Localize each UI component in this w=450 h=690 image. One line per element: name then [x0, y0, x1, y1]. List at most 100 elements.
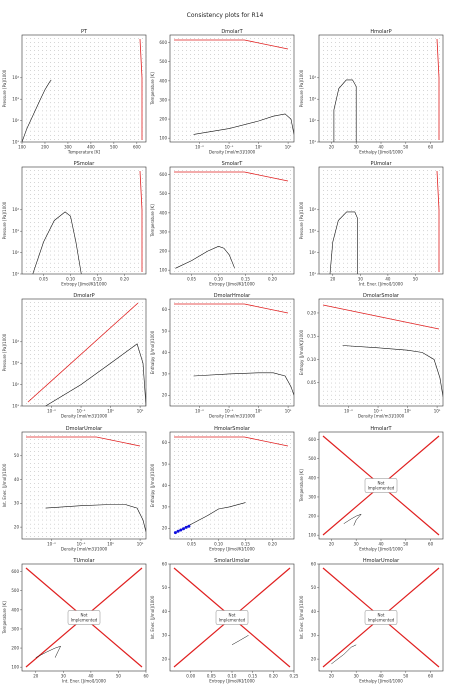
x-axis-label: Enthalpy [J/mol]/1000: [359, 150, 403, 155]
panel-SmolarT: SmolarT 0.05 0.10 0.15 0.20 100 200 300 400 500 60…: [150, 161, 295, 287]
plot-area: [22, 38, 143, 142]
saturation-curve: [333, 79, 357, 142]
red-boundary-line: [436, 38, 440, 140]
x-tick-label: 50: [413, 277, 419, 282]
y-tick-label: 10⁴: [12, 75, 19, 80]
x-axis-label: Entropy [J/mol/K]/1000: [209, 282, 255, 287]
x-axis-label: Density [mol/m3]/1000: [209, 150, 256, 155]
y-tick-label: 10³: [309, 229, 316, 234]
axes-frame: [21, 166, 147, 275]
plot-area: [323, 38, 440, 142]
x-tick-label: 500: [110, 145, 118, 150]
y-axis-label: Pressure [Pa]/1000: [2, 201, 7, 239]
y-tick-label: 10¹: [12, 271, 19, 276]
x-tick-label: 100: [18, 145, 26, 150]
panel-title: SmolarT: [222, 161, 244, 167]
saturation-curve: [193, 113, 294, 135]
y-tick-label: 600: [159, 172, 167, 177]
x-tick-label: 40: [385, 277, 391, 282]
red-boundary-line: [436, 170, 440, 272]
figure-suptitle: Consistency plots for R14: [187, 12, 264, 19]
saturation-curve: [22, 79, 52, 142]
y-tick-label: 10²: [309, 250, 316, 255]
y-tick-label: 10²: [309, 118, 316, 123]
y-tick-label: 10⁴: [12, 207, 19, 212]
y-tick-label: 400: [159, 78, 167, 83]
y-tick-label: 10⁴: [309, 207, 316, 212]
x-tick-label: 20: [329, 145, 335, 150]
axes-frame: [318, 34, 444, 143]
x-tick-label: 0.05: [39, 277, 48, 282]
red-boundary-line: [174, 171, 289, 182]
saturation-curve: [329, 211, 358, 274]
panel-PT: PT 100 200 300 400 500 600 10¹ 10² 10³ 10⁴ Temperat…: [2, 29, 147, 155]
y-tick-label: 200: [159, 248, 167, 253]
plot-area: [26, 302, 146, 406]
panel-HmolarP: HmolarP 20 30 40 50 60 10¹ 10² 10³ 10⁴ Enthalpy [J…: [299, 29, 444, 155]
panel-title: PSmolar: [74, 161, 96, 167]
y-tick-label: 10³: [12, 97, 19, 102]
x-axis-label: Entropy [J/mol/K]/1000: [61, 282, 107, 287]
y-axis-label: Pressure [Pa]/1000: [2, 69, 7, 107]
x-tick-label: 0.05: [187, 277, 196, 282]
y-axis-label: Temperature [K]: [150, 204, 155, 238]
panel-title: PUmolar: [370, 161, 392, 167]
y-tick-label: 300: [159, 229, 167, 234]
y-tick-label: 100: [159, 136, 167, 141]
x-tick-label: 10⁻²: [195, 145, 204, 150]
axes-frame: [169, 34, 295, 143]
y-tick-label: 400: [159, 210, 167, 215]
y-tick-label: 10³: [309, 97, 316, 102]
x-axis-label: Int. Ener. [J/mol]/1000: [359, 282, 403, 287]
y-tick-label: 10¹: [309, 271, 316, 276]
y-tick-label: 10⁴: [309, 75, 316, 80]
panel-PSmolar: PSmolar 0.05 0.10 0.15 0.20 10¹ 10² 10³ 10⁴ Entro…: [2, 161, 147, 287]
saturation-curve: [175, 245, 235, 269]
y-tick-label: 500: [159, 59, 167, 64]
x-tick-label: 0.10: [214, 277, 223, 282]
y-tick-label: 10¹: [309, 139, 316, 144]
panel-title: PT: [81, 29, 88, 35]
y-tick-label: 10²: [12, 118, 19, 123]
y-axis-label: Temperature [K]: [150, 72, 155, 106]
x-tick-label: 0.15: [241, 277, 250, 282]
axes-frame: [21, 34, 147, 143]
panel-title: HmolarP: [370, 29, 391, 35]
y-axis-label: Pressure [Pa]/1000: [299, 69, 304, 107]
x-tick-label: 20: [330, 277, 336, 282]
x-axis-label: Temperature [K]: [67, 150, 101, 155]
x-tick-label: 0.10: [66, 277, 75, 282]
panel-PUmolar: PUmolar 20 30 40 50 10¹ 10² 10³ 10⁴ Int. Ener. [J…: [299, 161, 444, 287]
x-tick-label: 0.15: [93, 277, 102, 282]
y-tick-label: 10³: [12, 229, 19, 234]
panel-title: DmolarP: [73, 293, 94, 299]
plot-area: [323, 170, 440, 274]
x-tick-label: 50: [403, 145, 409, 150]
x-tick-label: 0.20: [120, 277, 129, 282]
y-tick-label: 10¹: [12, 139, 19, 144]
panel-DmolarT: DmolarT 10⁻² 10⁻¹ 10⁰ 10¹ 100 200 300 400 500 600 D…: [150, 29, 295, 155]
panel-title: DmolarT: [221, 29, 243, 35]
x-tick-label: 300: [64, 145, 72, 150]
y-tick-label: 300: [159, 97, 167, 102]
red-boundary-line: [174, 39, 289, 50]
y-tick-label: 600: [159, 40, 167, 45]
x-tick-label: 10⁻¹: [225, 145, 234, 150]
x-tick-label: 200: [41, 145, 49, 150]
x-tick-label: 10¹: [285, 145, 292, 150]
axes-frame: [169, 166, 295, 275]
x-tick-label: 600: [133, 145, 141, 150]
x-tick-label: 0.20: [268, 277, 277, 282]
y-tick-label: 100: [159, 268, 167, 273]
y-tick-label: 10²: [12, 250, 19, 255]
saturation-curve: [32, 211, 82, 274]
y-axis-label: Pressure [Pa]/1000: [299, 201, 304, 239]
plot-area: [26, 170, 143, 274]
x-tick-label: 30: [354, 145, 360, 150]
x-tick-label: 400: [87, 145, 95, 150]
x-tick-label: 30: [358, 277, 364, 282]
y-tick-label: 500: [159, 191, 167, 196]
red-boundary-line: [139, 38, 143, 140]
y-tick-label: 200: [159, 116, 167, 121]
